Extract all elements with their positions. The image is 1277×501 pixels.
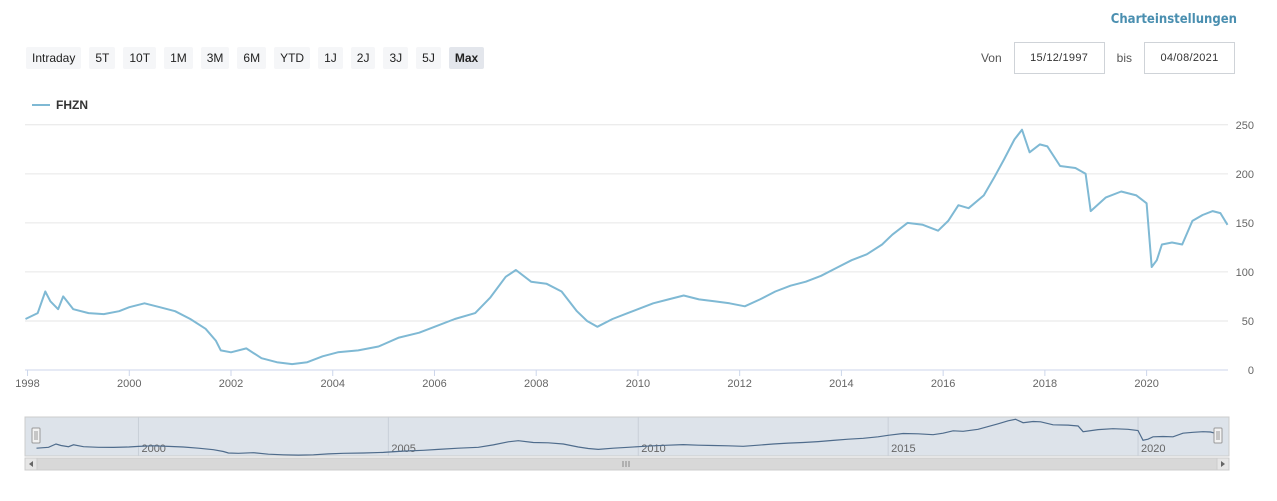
navigator-right-handle[interactable]: [1213, 427, 1223, 444]
y-tick-label: 0: [1248, 365, 1254, 377]
x-axis-ticks: 1998 2000 2002 2004 2006 2008 2010 2012 2014 2016…: [15, 370, 1159, 390]
x-tick-label: 2014: [829, 378, 853, 390]
x-tick-label: 2008: [524, 378, 548, 390]
navigator-tick-label: 2005: [391, 443, 415, 455]
scrollbar-thumb[interactable]: [36, 457, 1218, 471]
x-tick-label: 1998: [15, 378, 39, 390]
x-tick-label: 2012: [727, 378, 751, 390]
navigator: 2000 2005 2010 2015 2020: [24, 416, 1230, 471]
range-button-5t[interactable]: 5T: [89, 47, 116, 69]
navigator-series-line: [36, 418, 1218, 456]
from-label: Von: [980, 51, 1002, 65]
chart-settings-link[interactable]: Charteinstellungen: [1110, 12, 1237, 27]
x-tick-label: 2018: [1033, 378, 1057, 390]
grid-lines: [25, 124, 1228, 371]
range-button-3j[interactable]: 3J: [383, 47, 409, 69]
series-line-fhzn: [25, 128, 1229, 366]
arrow-right-icon: [1221, 461, 1225, 467]
date-range: Von bis: [969, 42, 1235, 74]
legend-item-fhzn[interactable]: FHZN: [32, 98, 88, 112]
navigator-left-handle[interactable]: [31, 427, 41, 444]
y-tick-label: 150: [1236, 218, 1254, 230]
x-tick-label: 2020: [1134, 378, 1158, 390]
range-button-ytd[interactable]: YTD: [274, 47, 311, 69]
arrow-left-icon: [29, 461, 33, 467]
range-button-max[interactable]: Max: [448, 47, 485, 69]
range-button-6m[interactable]: 6M: [237, 47, 267, 69]
range-button-1m[interactable]: 1M: [164, 47, 193, 69]
to-date-input[interactable]: [1144, 42, 1235, 74]
range-button-2j[interactable]: 2J: [350, 47, 376, 69]
y-tick-label: 100: [1236, 267, 1254, 279]
range-button-10t[interactable]: 10T: [123, 47, 157, 69]
y-tick-label: 200: [1236, 169, 1254, 181]
y-axis-ticks: 0 50 100 150 200 250: [1236, 120, 1254, 377]
x-tick-label: 2004: [321, 378, 345, 390]
navigator-tick-label: 2020: [1141, 443, 1165, 455]
legend-label: FHZN: [56, 98, 88, 112]
navigator-tick-label: 2015: [891, 443, 915, 455]
x-tick-label: 2000: [117, 378, 141, 390]
navigator-tick-label: 2000: [141, 443, 165, 455]
x-tick-label: 2010: [626, 378, 650, 390]
range-selector: Intraday 5T 10T 1M 3M 6M YTD 1J 2J 3J 5J Max: [26, 47, 485, 69]
y-tick-label: 250: [1236, 120, 1254, 132]
to-label: bis: [1116, 51, 1132, 65]
x-tick-label: 2002: [219, 378, 243, 390]
range-button-intraday[interactable]: Intraday: [26, 47, 82, 69]
x-tick-label: 2016: [931, 378, 955, 390]
range-button-5j[interactable]: 5J: [416, 47, 441, 69]
range-button-3m[interactable]: 3M: [200, 47, 230, 69]
navigator-tick-label: 2010: [641, 443, 665, 455]
from-date-input[interactable]: [1013, 42, 1105, 74]
legend-line-icon: [32, 104, 50, 106]
series-group: [25, 128, 1229, 366]
navigator-background: [24, 416, 1230, 457]
y-tick-label: 50: [1242, 316, 1254, 328]
x-tick-label: 2006: [422, 378, 446, 390]
range-button-1j[interactable]: 1J: [318, 47, 343, 69]
